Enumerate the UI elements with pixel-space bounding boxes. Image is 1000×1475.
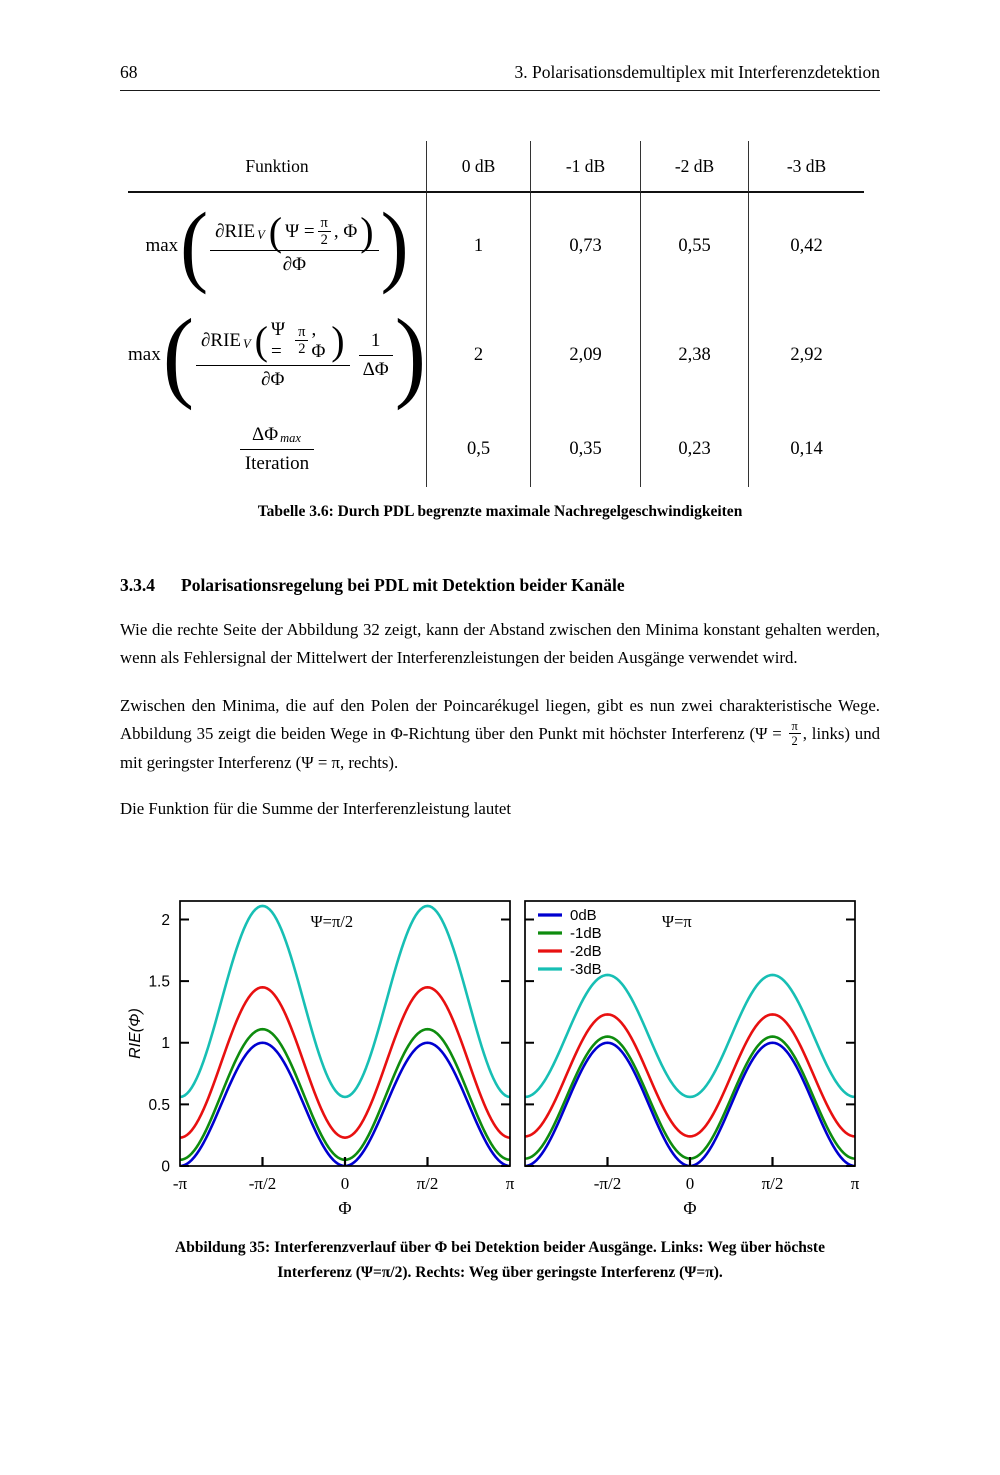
legend-label-0dB: 0dB	[570, 907, 597, 924]
table-cell: 1	[426, 193, 530, 299]
y-tick-label: 0	[161, 1158, 170, 1175]
x-tick-label: π/2	[762, 1174, 784, 1193]
plot-panel-right: -π/2 0 π/2 π Φ Ψ=π 0dB-1dB-2dB-3dB	[524, 900, 860, 1218]
running-title: 3. Polarisationsdemultiplex mit Interfer…	[514, 62, 880, 82]
figure-caption: Abbildung 35: Interferenzverlauf über Φ …	[175, 1238, 825, 1281]
x-axis-label: Φ	[338, 1198, 351, 1217]
x-tick-label: 0	[686, 1174, 695, 1193]
column-header-m3db: -3 dB	[748, 141, 864, 193]
legend-label--1dB: -1dB	[570, 925, 602, 942]
x-tick-label: π	[851, 1174, 860, 1193]
table-cell: 0,42	[748, 193, 864, 299]
formula-iteration: ΔΦ max Iteration	[238, 424, 316, 475]
panel-annotation: Ψ=π	[662, 912, 692, 931]
x-tick-label: -π/2	[594, 1174, 621, 1193]
x-tick-label: 0	[341, 1174, 350, 1193]
paragraph-3: Die Funktion für die Summe der Interfere…	[120, 798, 511, 818]
legend-label--2dB: -2dB	[570, 943, 602, 960]
curve-0dB	[180, 1041, 510, 1166]
y-axis-label: RIE(Φ)	[127, 1008, 144, 1059]
curve--3dB	[525, 973, 855, 1099]
page-number: 68	[120, 62, 138, 82]
table-row3-formula: ΔΦ max Iteration	[128, 411, 426, 487]
paragraph-2: Zwischen den Minima, die auf den Polen d…	[120, 696, 880, 772]
column-header-0db: 0 dB	[426, 141, 530, 193]
curve--3dB	[180, 904, 510, 1099]
paragraph-1: Wie die rechte Seite der Abbildung 32 ze…	[120, 620, 880, 667]
table-cell: 0,5	[426, 411, 530, 487]
x-tick-label: -π/2	[249, 1174, 276, 1193]
table-cell: 0,23	[640, 411, 748, 487]
panel-annotation: Ψ=π/2	[310, 912, 353, 931]
table-caption: Tabelle 3.6: Durch PDL begrenzte maximal…	[257, 503, 743, 520]
document-page: 68 3. Polarisationsdemultiplex mit Inter…	[0, 62, 1000, 1285]
column-header-funktion: Funktion	[128, 141, 426, 193]
x-tick-label: π	[506, 1174, 515, 1193]
page-header: 68 3. Polarisationsdemultiplex mit Inter…	[120, 62, 880, 91]
table-cell: 0,14	[748, 411, 864, 487]
table-cell: 0,55	[640, 193, 748, 299]
table-cell: 2,38	[640, 299, 748, 411]
curve--2dB	[180, 985, 510, 1139]
figure-35: 0 0.5 1 1.5 2 -π -π/2 0 π/2 π Φ RIE(Φ) Ψ=π/2 -π/2 0 π/2…	[120, 883, 880, 1286]
column-header-m1db: -1 dB	[530, 141, 640, 193]
table-cell: 0,35	[530, 411, 640, 487]
legend-label--3dB: -3dB	[570, 961, 602, 978]
y-tick-label: 2	[161, 912, 170, 929]
curve-0dB	[525, 1041, 855, 1166]
table-cell: 2,09	[530, 299, 640, 411]
curve--2dB	[525, 1012, 855, 1138]
section-heading: 3.3.4 Polarisationsregelung bei PDL mit D…	[120, 575, 880, 596]
y-tick-label: 1.5	[148, 974, 170, 991]
results-table: Funktion 0 dB -1 dB -2 dB -3 dB max ( ∂R…	[128, 141, 864, 487]
x-tick-label: -π	[173, 1174, 188, 1193]
plot-frame	[179, 900, 511, 1167]
y-tick-label: 1	[161, 1035, 170, 1052]
y-tick-label: 0.5	[148, 1097, 170, 1114]
section-number: 3.3.4	[120, 575, 155, 595]
section-title: Polarisationsregelung bei PDL mit Detekt…	[181, 575, 625, 595]
table-cell: 0,73	[530, 193, 640, 299]
curve--1dB	[180, 1027, 510, 1162]
column-header-m2db: -2 dB	[640, 141, 748, 193]
plot-panel-left: 0 0.5 1 1.5 2 -π -π/2 0 π/2 π Φ RIE(Φ) Ψ=π/2	[127, 900, 515, 1218]
one-over-delta-phi: 1 ΔΦ	[358, 330, 393, 381]
x-axis-label: Φ	[683, 1198, 696, 1217]
table-cell: 2,92	[748, 299, 864, 411]
x-tick-label: π/2	[417, 1174, 439, 1193]
interference-plots: 0 0.5 1 1.5 2 -π -π/2 0 π/2 π Φ RIE(Φ) Ψ=π/2 -π/2 0 π/2…	[127, 900, 860, 1218]
table-cell: 2	[426, 299, 530, 411]
